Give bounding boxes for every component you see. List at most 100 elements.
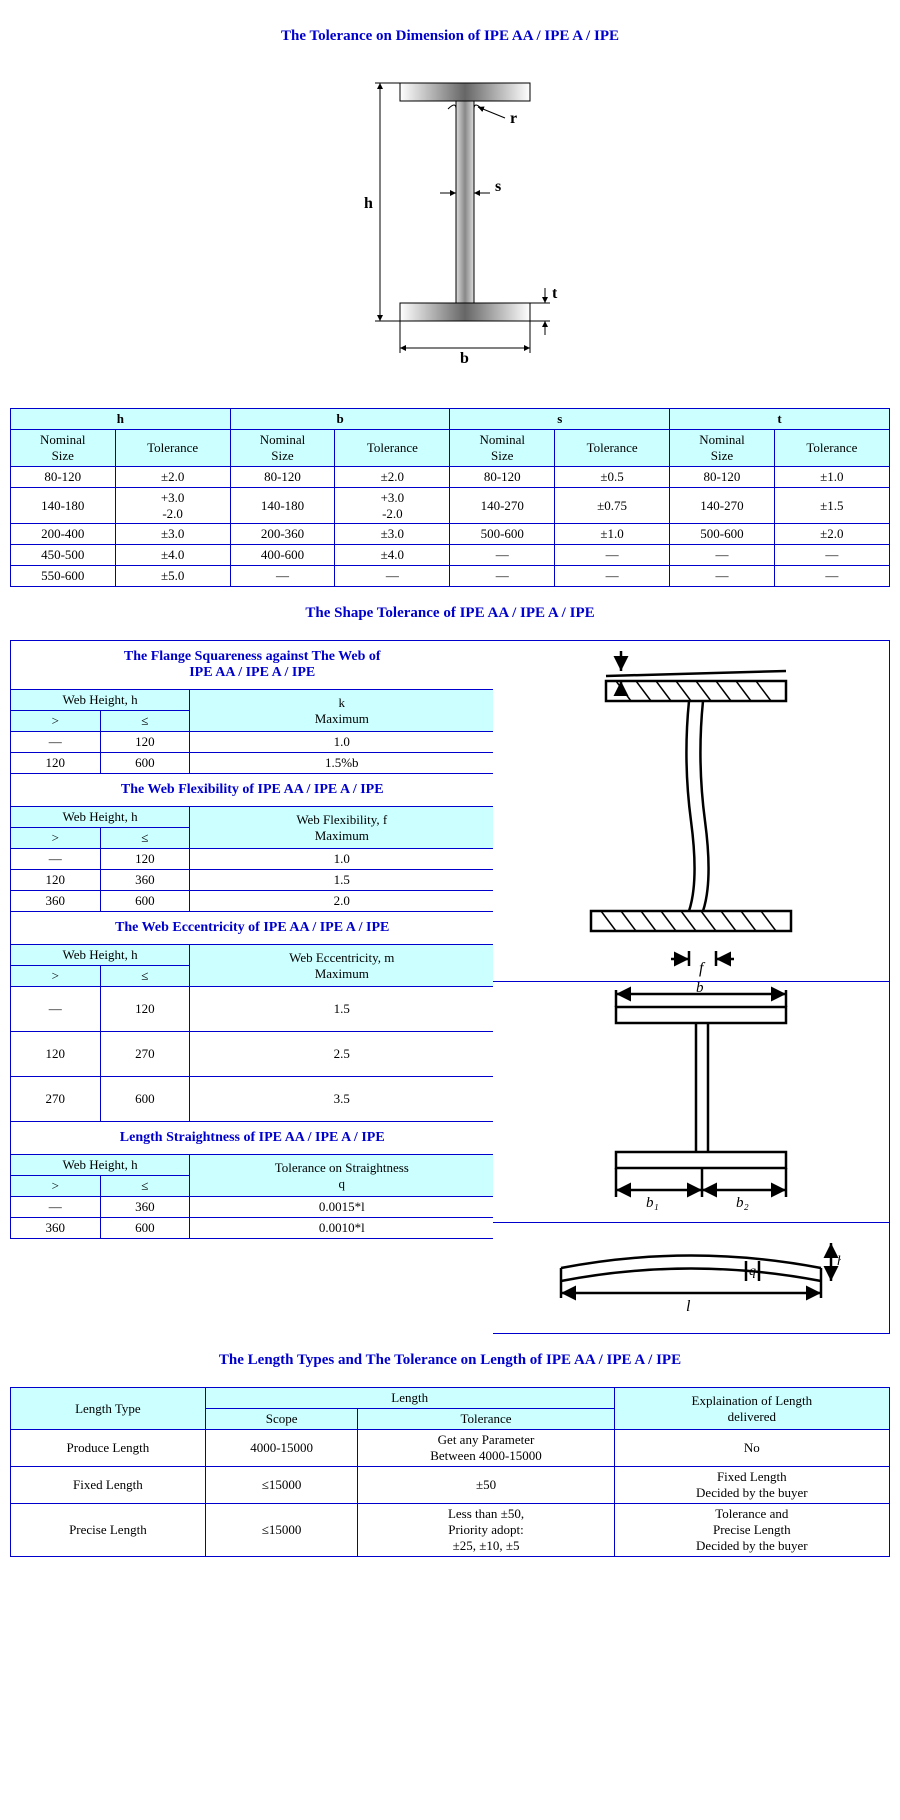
scope-cell: 4000-15000 bbox=[205, 1430, 358, 1467]
dim-cell: — bbox=[670, 566, 775, 587]
svg-text:t: t bbox=[552, 285, 558, 302]
shape-cell: 1.5 bbox=[190, 987, 494, 1032]
dim-subheader: Tolerance bbox=[774, 430, 889, 467]
lte-header: ≤ bbox=[100, 1176, 190, 1197]
dimension-tolerance-table: hbstNominalSizeToleranceNominalSizeToler… bbox=[10, 408, 890, 587]
dim-cell: ±4.0 bbox=[115, 545, 230, 566]
scope-header: Scope bbox=[205, 1409, 358, 1430]
dim-cell: 140-180 bbox=[11, 488, 116, 524]
length-type-header: Length Type bbox=[11, 1388, 206, 1430]
shape-cell: 600 bbox=[100, 891, 190, 912]
svg-text:q: q bbox=[749, 1264, 756, 1279]
shape-cell: 1.0 bbox=[190, 732, 494, 753]
dim-cell: 140-270 bbox=[670, 488, 775, 524]
shape-cell: 120 bbox=[100, 987, 190, 1032]
shape-cell: 270 bbox=[100, 1032, 190, 1077]
dim-cell: — bbox=[774, 545, 889, 566]
svg-text:b₁: b₁ bbox=[646, 1195, 659, 1211]
dim-cell: — bbox=[555, 566, 670, 587]
lte-header: ≤ bbox=[100, 966, 190, 987]
length-table: Length TypeLengthExplaination of Lengthd… bbox=[10, 1387, 890, 1557]
dim-cell: — bbox=[230, 566, 335, 587]
dim-subheader: Tolerance bbox=[555, 430, 670, 467]
value-header: Tolerance on Straightnessq bbox=[190, 1155, 494, 1197]
tol-cell: ±50 bbox=[358, 1467, 614, 1504]
dim-cell: 200-400 bbox=[11, 524, 116, 545]
dim-cell: 80-120 bbox=[670, 467, 775, 488]
shape-cell: 3.5 bbox=[190, 1077, 494, 1122]
shape-cell: 360 bbox=[100, 870, 190, 891]
gt-header: > bbox=[11, 711, 101, 732]
shape-cell: 120 bbox=[11, 870, 101, 891]
dim-cell: — bbox=[450, 545, 555, 566]
web-height-header: Web Height, h bbox=[11, 945, 190, 966]
length-header: Length bbox=[205, 1388, 614, 1409]
dim-subheader: NominalSize bbox=[11, 430, 116, 467]
shape-cell: 120 bbox=[11, 1032, 101, 1077]
dim-cell: ±4.0 bbox=[335, 545, 450, 566]
svg-text:s: s bbox=[495, 178, 501, 195]
value-header: Web Eccentricity, mMaximum bbox=[190, 945, 494, 987]
dim-cell: — bbox=[670, 545, 775, 566]
shape-cell: — bbox=[11, 1197, 101, 1218]
dim-subheader: NominalSize bbox=[230, 430, 335, 467]
gt-header: > bbox=[11, 828, 101, 849]
title-dimension: The Tolerance on Dimension of IPE AA / I… bbox=[10, 28, 890, 45]
dim-subheader: Tolerance bbox=[115, 430, 230, 467]
ibeam-diagram: h b s r t bbox=[10, 63, 890, 378]
shape-cell: 360 bbox=[11, 891, 101, 912]
dim-group-header: b bbox=[230, 409, 450, 430]
shape-cell: 360 bbox=[11, 1218, 101, 1239]
dim-subheader: NominalSize bbox=[670, 430, 775, 467]
shape-cell: — bbox=[11, 987, 101, 1032]
explain-cell: No bbox=[614, 1430, 889, 1467]
dim-cell: 500-600 bbox=[670, 524, 775, 545]
tol-cell: Get any ParameterBetween 4000-15000 bbox=[358, 1430, 614, 1467]
length-type-cell: Precise Length bbox=[11, 1504, 206, 1557]
shape-section-title: The Web Flexibility of IPE AA / IPE A / … bbox=[11, 774, 494, 807]
svg-text:l: l bbox=[686, 1298, 691, 1315]
dim-cell: — bbox=[774, 566, 889, 587]
shape-cell: 0.0010*l bbox=[190, 1218, 494, 1239]
shape-cell: 270 bbox=[11, 1077, 101, 1122]
dim-cell: ±3.0 bbox=[115, 524, 230, 545]
svg-text:h: h bbox=[364, 195, 373, 212]
dim-cell: 140-270 bbox=[450, 488, 555, 524]
svg-text:f: f bbox=[699, 960, 706, 977]
shape-cell: 1.5 bbox=[190, 870, 494, 891]
dim-cell: 140-180 bbox=[230, 488, 335, 524]
shape-cell: 1.0 bbox=[190, 849, 494, 870]
dim-cell: 500-600 bbox=[450, 524, 555, 545]
dim-cell: — bbox=[335, 566, 450, 587]
dim-cell: ±3.0 bbox=[335, 524, 450, 545]
diagram-eccentricity: b b₁ b₂ bbox=[493, 982, 889, 1223]
shape-cell: 2.0 bbox=[190, 891, 494, 912]
explain-header: Explaination of Lengthdelivered bbox=[614, 1388, 889, 1430]
shape-cell: 600 bbox=[100, 753, 190, 774]
shape-cell: — bbox=[11, 732, 101, 753]
shape-section-title: The Web Eccentricity of IPE AA / IPE A /… bbox=[11, 912, 494, 945]
shape-cell: 120 bbox=[100, 849, 190, 870]
dim-cell: — bbox=[450, 566, 555, 587]
dim-group-header: s bbox=[450, 409, 670, 430]
dim-cell: ±2.0 bbox=[774, 524, 889, 545]
dim-cell: ±2.0 bbox=[115, 467, 230, 488]
explain-cell: Fixed LengthDecided by the buyer bbox=[614, 1467, 889, 1504]
svg-text:r: r bbox=[510, 110, 517, 127]
dim-cell: ±1.5 bbox=[774, 488, 889, 524]
shape-cell: 2.5 bbox=[190, 1032, 494, 1077]
lte-header: ≤ bbox=[100, 828, 190, 849]
dim-cell: 80-120 bbox=[230, 467, 335, 488]
shape-section-title: Length Straightness of IPE AA / IPE A / … bbox=[11, 1122, 494, 1155]
dim-cell: 550-600 bbox=[11, 566, 116, 587]
shape-cell: 600 bbox=[100, 1077, 190, 1122]
tol-cell: Less than ±50,Priority adopt:±25, ±10, ±… bbox=[358, 1504, 614, 1557]
shape-cell: — bbox=[11, 849, 101, 870]
value-header: kMaximum bbox=[190, 690, 494, 732]
dim-cell: ±0.5 bbox=[555, 467, 670, 488]
web-height-header: Web Height, h bbox=[11, 807, 190, 828]
length-type-cell: Produce Length bbox=[11, 1430, 206, 1467]
shape-cell: 360 bbox=[100, 1197, 190, 1218]
shape-cell: 120 bbox=[11, 753, 101, 774]
scope-cell: ≤15000 bbox=[205, 1504, 358, 1557]
